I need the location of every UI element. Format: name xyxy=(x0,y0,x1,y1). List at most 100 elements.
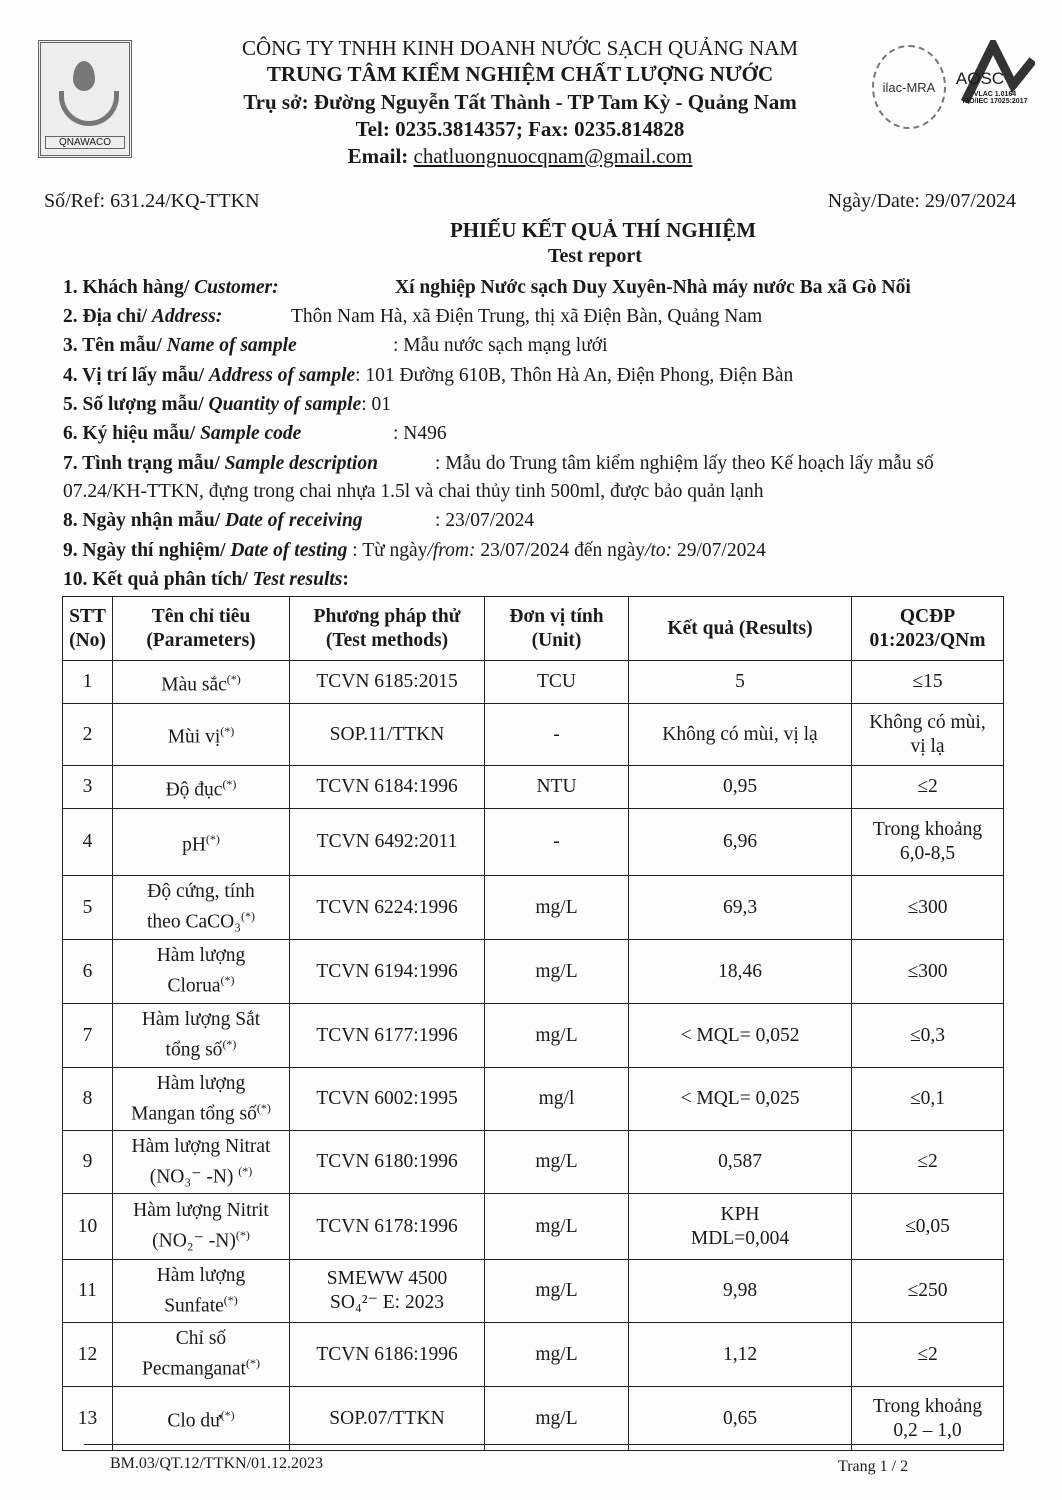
cell-no: 9 xyxy=(62,1130,113,1194)
cell-result: 0,65 xyxy=(628,1386,852,1451)
cell-unit: TCU xyxy=(484,660,629,704)
cell-parameter: Độ cứng, tính theo CaCO₃(*) xyxy=(112,875,290,940)
field-test-results: 10. Kết quả phân tích/ Test results: xyxy=(63,569,349,590)
cell-result-line: 6,96 xyxy=(722,831,758,852)
accredited-mark: (*) xyxy=(226,671,241,686)
accredited-mark: (*) xyxy=(205,831,220,846)
accredited-mark: (*) xyxy=(245,1356,260,1371)
table-row: 10 Hàm lượng Nitrit (NO₂⁻ -N)(*) TCVN 6178:… xyxy=(62,1193,1004,1260)
cell-unit: - xyxy=(484,808,629,876)
cell-method: TCVN 6185:2015 xyxy=(289,660,485,704)
cell-method: TCVN 6492:2011 xyxy=(289,808,485,876)
field-sample-description: 7. Tình trạng mẫu/ Sample description: M… xyxy=(63,453,934,474)
cell-limit-line: Không có mùi, xyxy=(869,711,986,733)
table-header-row: STT (No) Tên chỉ tiêu (Parameters) Phương ph… xyxy=(62,596,1004,661)
header-text: Tên chỉ tiêu xyxy=(151,605,251,627)
cell-method-line: SOP.11/TTKN xyxy=(329,723,445,745)
header-text: 01:2023/QNm xyxy=(869,629,986,651)
report-title: PHIẾU KẾT QUẢ THÍ NGHIỆM xyxy=(449,218,757,242)
cell-limit: Trong khoảng 6,0-8,5 xyxy=(851,808,1004,876)
cell-method: TCVN 6002:1995 xyxy=(289,1067,485,1131)
cell-unit: mg/L xyxy=(484,1386,629,1451)
cell-limit-line: 0,2 – 1,0 xyxy=(893,1419,962,1441)
cell-no: 10 xyxy=(62,1193,113,1260)
cell-method-line: SMEWW 4500 xyxy=(326,1268,448,1289)
cell-parameter-line: Clo dư xyxy=(167,1410,221,1432)
cell-result-line: MDL=0,004 xyxy=(690,1227,790,1249)
cell-unit: - xyxy=(484,703,629,766)
accredited-mark: (*) xyxy=(220,1408,235,1423)
cell-limit: Trong khoảng 0,2 – 1,0 xyxy=(851,1386,1004,1451)
cell-parameter: Hàm lượng Clorua(*) xyxy=(112,939,290,1004)
table-row: 5 Độ cứng, tính theo CaCO₃(*) TCVN 6224:199… xyxy=(62,875,1004,940)
table-row: 2 Mùi vị(*) SOP.11/TTKN - Không có mùi, vị l… xyxy=(62,703,1004,766)
cell-result-line: 0,65 xyxy=(722,1407,758,1429)
field-date-testing: 9. Ngày thí nghiệm/ Date of testing : Từ… xyxy=(63,540,766,561)
cell-limit: ≤15 xyxy=(851,660,1004,704)
cell-no: 2 xyxy=(62,703,113,766)
cell-limit-line: ≤2 xyxy=(917,776,938,797)
cell-limit: Không có mùi, vị lạ xyxy=(851,703,1004,766)
table-row: 7 Hàm lượng Sắt tổng số(*) TCVN 6177:1996 mg… xyxy=(62,1003,1004,1068)
table-row: 4 pH(*) TCVN 6492:2011-6,96 Trong khoảng 6,0… xyxy=(62,808,1004,876)
header-text: (No) xyxy=(69,629,106,651)
ilac-text: ilac-MRA xyxy=(882,79,936,95)
accredited-mark: (*) xyxy=(235,1228,250,1243)
table-row: 11 Hàm lượng Sunfate(*) SMEWW 4500 SO₄²⁻ E: … xyxy=(62,1259,1004,1323)
cell-method: SOP.07/TTKN xyxy=(289,1386,485,1451)
cell-parameter-line: Hàm lượng Sắt xyxy=(141,1009,261,1031)
cell-result-line: 18,46 xyxy=(718,960,762,982)
email-line: Email: chatluongnuocqnam@gmail.com xyxy=(180,144,860,169)
cell-limit-line: ≤250 xyxy=(907,1280,948,1301)
cell-result: 69,3 xyxy=(628,875,852,940)
hands-icon xyxy=(59,91,119,126)
field-sample-description-cont: 07.24/KH-TTKN, đựng trong chai nhựa 1.5l… xyxy=(63,481,764,502)
water-drop-icon xyxy=(73,61,95,91)
cell-no: 3 xyxy=(62,765,113,809)
cell-result: < MQL= 0,052 xyxy=(628,1003,852,1068)
cell-parameter-line: Hàm lượng xyxy=(156,945,246,967)
cell-parameter: Hàm lượng Sunfate(*) xyxy=(112,1259,290,1323)
table-row: 6 Hàm lượng Clorua(*) TCVN 6194:1996 mg/L 18,… xyxy=(62,939,1004,1004)
cell-result: 5 xyxy=(628,660,852,704)
cell-unit: mg/L xyxy=(484,1130,629,1194)
cell-limit: ≤300 xyxy=(851,939,1004,1004)
cell-parameter: Hàm lượng Nitrit (NO₂⁻ -N)(*) xyxy=(112,1193,290,1260)
aosc-sub1: VLAC 1.0164 xyxy=(973,91,1017,98)
header-text: (Parameters) xyxy=(146,629,256,651)
cell-result-line: 9,98 xyxy=(722,1280,758,1301)
cell-method-line: TCVN 6186:1996 xyxy=(316,1343,458,1365)
cell-result-line: 69,3 xyxy=(722,896,758,918)
center-name: TRUNG TÂM KIỂM NGHIỆM CHẤT LƯỢNG NƯỚC xyxy=(266,62,774,86)
accredited-mark: (*) xyxy=(222,776,237,791)
cell-method: TCVN 6224:1996 xyxy=(289,875,485,940)
report-date: Ngày/Date: 29/07/2024 xyxy=(827,190,1016,212)
cell-parameter-line: Mùi vị xyxy=(167,726,221,748)
cell-parameter: Độ đục(*) xyxy=(112,765,290,809)
cell-method-line: SO₄²⁻ E: 2023 xyxy=(330,1292,444,1313)
cell-parameter-line: Màu sắc xyxy=(161,674,227,696)
cell-result-line: < MQL= 0,052 xyxy=(680,1024,800,1046)
email-link[interactable]: chatluongnuocqnam@gmail.com xyxy=(413,144,693,168)
aosc-sub2: ISO/IEC 17025:2017 xyxy=(962,98,1028,105)
cell-result: 18,46 xyxy=(628,939,852,1004)
cell-result-line: 0,587 xyxy=(718,1151,762,1172)
cell-limit: ≤300 xyxy=(851,875,1004,940)
cell-parameter-line: Hàm lượng xyxy=(156,1072,246,1094)
cell-method: TCVN 6177:1996 xyxy=(289,1003,485,1068)
cell-unit: mg/L xyxy=(484,1003,629,1068)
cell-parameter: Hàm lượng Nitrat (NO₃⁻ -N) (*) xyxy=(112,1130,290,1194)
form-code: BM.03/QT.12/TTKN/01.12.2023 xyxy=(110,1455,324,1472)
table-row: 8 Hàm lượng Mangan tổng số(*) TCVN 6002:199… xyxy=(62,1067,1004,1131)
cell-parameter-line: Pecmanganat xyxy=(142,1358,246,1380)
header-limit: QCĐP 01:2023/QNm xyxy=(851,596,1004,661)
cell-result-line: KPH xyxy=(720,1203,760,1225)
cell-limit: ≤0,3 xyxy=(851,1003,1004,1068)
cell-parameter: Hàm lượng Sắt tổng số(*) xyxy=(112,1003,290,1068)
cell-parameter-line: Clorua xyxy=(167,975,221,997)
table-row: 13 Clo dư(*) SOP.07/TTKN mg/L 0,65 Trong khoả… xyxy=(62,1386,1004,1451)
company-name: CÔNG TY TNHH KINH DOANH NƯỚC SẠCH QUẢNG … xyxy=(241,36,799,60)
cell-parameter-line: Độ cứng, tính xyxy=(147,881,255,903)
cell-result: 9,98 xyxy=(628,1259,852,1323)
